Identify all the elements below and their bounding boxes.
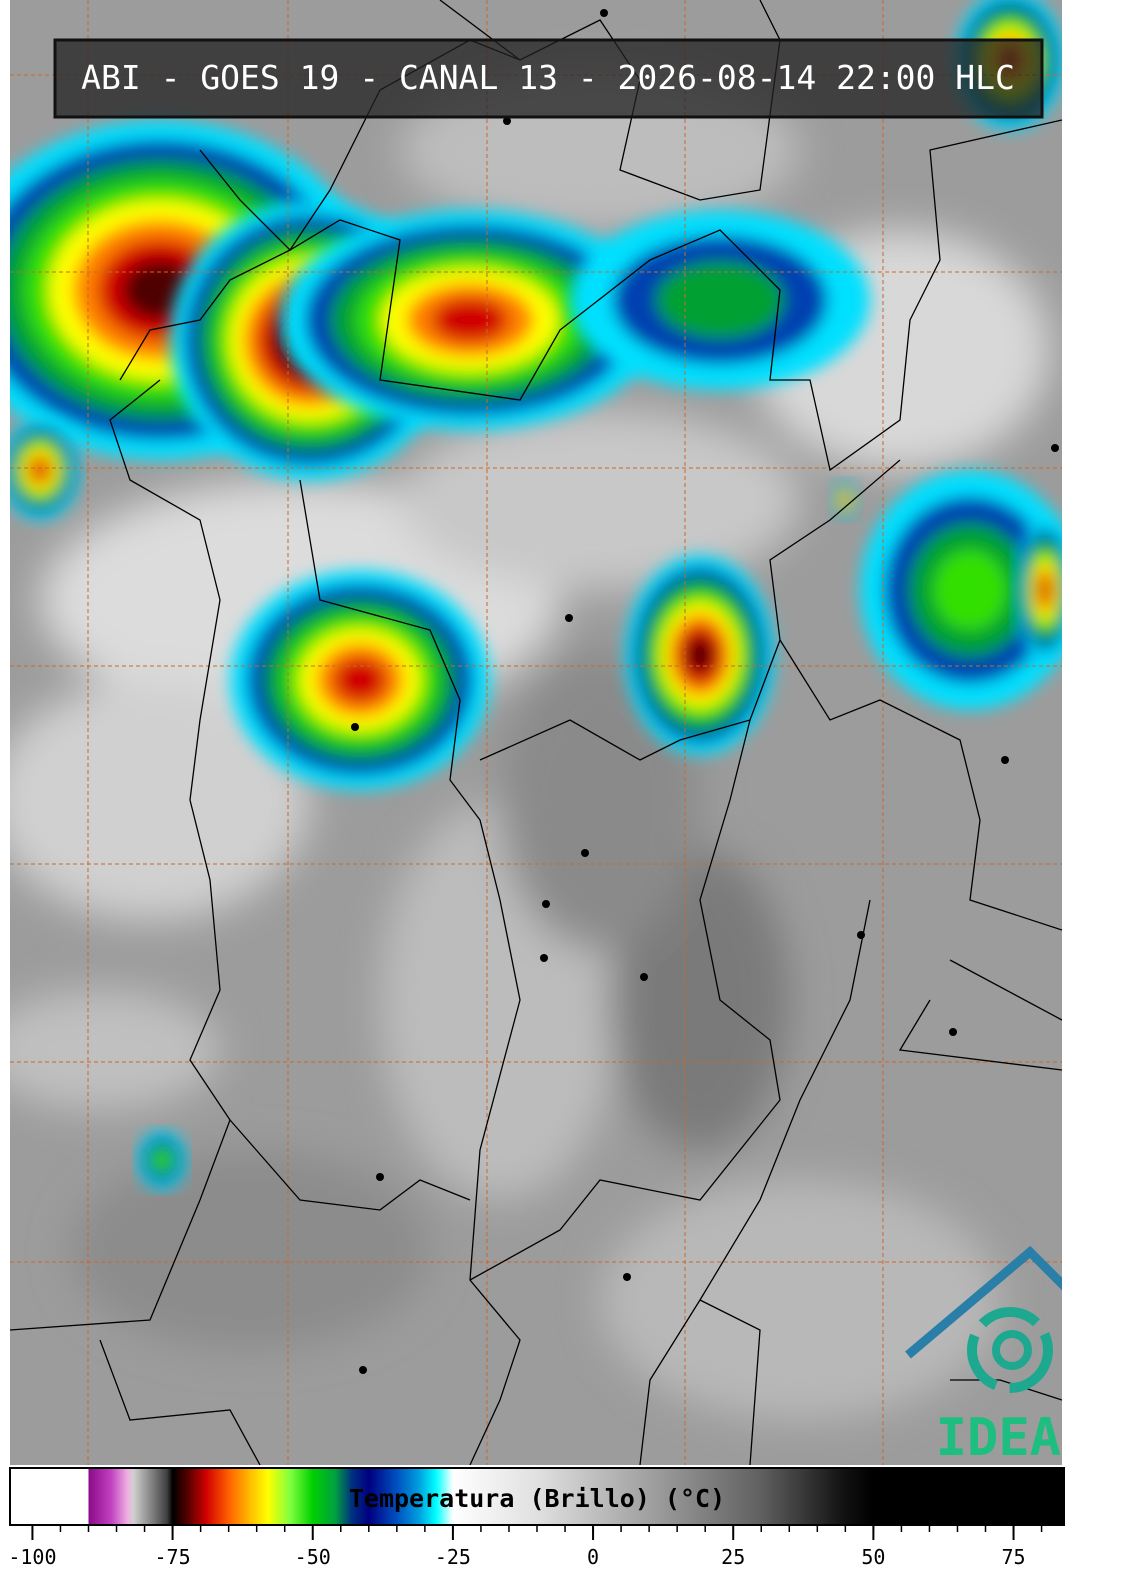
storm-cell (625, 555, 775, 755)
colorbar-tick-label: 75 (1001, 1545, 1025, 1569)
title-box (53, 38, 1044, 119)
storm-cell (570, 210, 870, 390)
colorbar-tick-label: 50 (861, 1545, 885, 1569)
borders (10, 0, 1062, 1465)
title: ABI - GOES 19 - CANAL 13 - 2026-08-14 22… (81, 58, 1015, 97)
colorbar-tick-label: 0 (587, 1545, 599, 1569)
satellite-image: ABI - GOES 19 - CANAL 13 - 2026-08-14 22… (10, 0, 1093, 1468)
storm-cell (830, 480, 860, 520)
colorbar-tick-label: 25 (721, 1545, 745, 1569)
colorbar-tick-label: -25 (435, 1545, 471, 1569)
storm-cell (1015, 520, 1062, 660)
city-markers (351, 9, 1059, 1374)
colorbar-tick-label: -100 (8, 1545, 56, 1569)
storm-cell (230, 570, 490, 790)
colorbar-tick-label: -75 (155, 1545, 191, 1569)
storm-cell (137, 1130, 187, 1190)
logo: IDEAM (905, 1245, 1093, 1468)
storm-cell (860, 470, 1062, 710)
colorbar-ticks: -100 -75 -50 -25 0 25 50 75 (8, 1525, 1043, 1569)
colorbar-label: Temperatura (Brillo) (°C) (349, 1484, 725, 1513)
storm-cell (10, 420, 80, 520)
colorbar: Temperatura (Brillo) (°C) -100 -75 -50 -25 0… (8, 1467, 1065, 1569)
colorbar-tick-label: -50 (295, 1545, 331, 1569)
logo-text: IDEAM (936, 1408, 1093, 1468)
